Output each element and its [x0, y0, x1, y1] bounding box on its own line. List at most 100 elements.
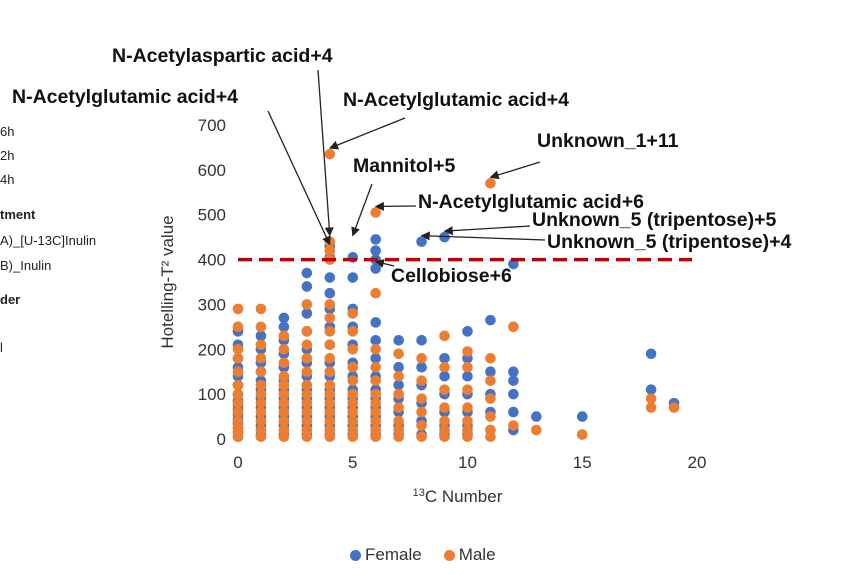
annotation-arrow [443, 225, 531, 236]
male-point [324, 312, 336, 324]
male-point [393, 415, 404, 427]
male-point [439, 424, 450, 436]
male-point [324, 366, 336, 378]
male-point [278, 330, 290, 342]
female-point [416, 236, 427, 247]
female-point [370, 335, 382, 346]
male-point [278, 397, 290, 409]
male-point [232, 388, 244, 400]
male-point [393, 348, 404, 360]
annotation-label: N-Acetylglutamic acid+4 [12, 86, 238, 108]
annotation-arrow [489, 161, 541, 180]
male-point [439, 402, 450, 413]
male-point [255, 366, 267, 378]
male-point [324, 148, 336, 160]
male-point [255, 339, 267, 351]
female-point [301, 308, 313, 319]
female-point [393, 379, 404, 391]
male-point [347, 397, 359, 409]
male-point [416, 352, 427, 364]
y-tick-label: 600 [198, 161, 226, 180]
female-point [278, 312, 290, 324]
male-point [301, 424, 313, 436]
legend-female-marker [350, 549, 361, 561]
male-point [576, 429, 588, 440]
y-axis-label: Hotelling-T² value [158, 215, 177, 348]
male-point [439, 415, 450, 427]
male-point [232, 366, 244, 378]
male-point [347, 415, 359, 427]
male-point [462, 402, 473, 413]
male-point [645, 393, 657, 404]
female-point [301, 281, 313, 292]
male-point [347, 308, 359, 319]
male-point [301, 366, 313, 378]
male-point [347, 388, 359, 400]
y-tick-label: 200 [198, 340, 226, 359]
female-point [370, 234, 382, 245]
male-point [485, 352, 496, 364]
male-point [324, 397, 336, 409]
male-point [324, 415, 336, 427]
male-point [370, 207, 382, 218]
male-point [485, 393, 496, 404]
y-tick-label: 700 [198, 116, 226, 135]
male-point [485, 178, 496, 189]
legend-male[interactable]: Male [443, 545, 496, 565]
female-point [508, 375, 519, 386]
male-point [324, 424, 336, 436]
male-point [439, 361, 450, 373]
female-point [278, 321, 290, 333]
female-point [370, 245, 382, 256]
male-point [416, 406, 427, 418]
male-point [255, 424, 267, 436]
male-point [232, 406, 244, 418]
female-point [301, 267, 313, 279]
male-point [232, 343, 244, 355]
female-point [416, 335, 427, 346]
female-point [324, 272, 336, 283]
female-point [645, 348, 657, 360]
male-point [416, 431, 427, 443]
male-point [255, 321, 267, 333]
annotation-arrow [267, 110, 331, 246]
female-point [324, 287, 336, 299]
male-point [324, 339, 336, 351]
male-point [347, 424, 359, 436]
y-tick-label: 400 [198, 251, 226, 270]
male-point [301, 415, 313, 427]
male-point [255, 388, 267, 400]
male-point [439, 330, 450, 342]
side-panel: 6h 2h 4h tment A)_[U-13C]Inulin B)_Inuli… [0, 0, 120, 400]
y-tick-label: 0 [217, 430, 226, 449]
male-point [278, 415, 290, 427]
annotation-label: Mannitol+5 [353, 155, 456, 177]
order-item: l [0, 340, 3, 355]
male-point [278, 357, 290, 369]
male-point [232, 303, 244, 315]
female-point [485, 366, 496, 378]
female-point [645, 384, 657, 395]
male-point [393, 370, 404, 382]
female-point [347, 272, 359, 283]
male-point [416, 375, 427, 386]
male-point [462, 361, 473, 373]
male-point [232, 379, 244, 391]
male-point [278, 379, 290, 391]
x-tick-label: 10 [458, 453, 477, 472]
male-point [645, 402, 657, 413]
male-point [462, 346, 473, 357]
male-point [393, 424, 404, 436]
legend-female[interactable]: Female [350, 545, 422, 565]
annotation-label: N-Acetylglutamic acid+6 [418, 191, 644, 213]
male-point [462, 384, 473, 395]
annotation-label: Unknown_5 (tripentose)+4 [547, 231, 791, 253]
annotation-arrow [420, 231, 546, 241]
female-point [370, 352, 382, 364]
male-point [370, 415, 382, 427]
side-item-3: 4h [0, 172, 15, 187]
male-point [255, 379, 267, 391]
male-point [347, 343, 359, 355]
male-point [439, 384, 450, 395]
annotation-label: N-Acetylglutamic acid+4 [343, 89, 569, 111]
